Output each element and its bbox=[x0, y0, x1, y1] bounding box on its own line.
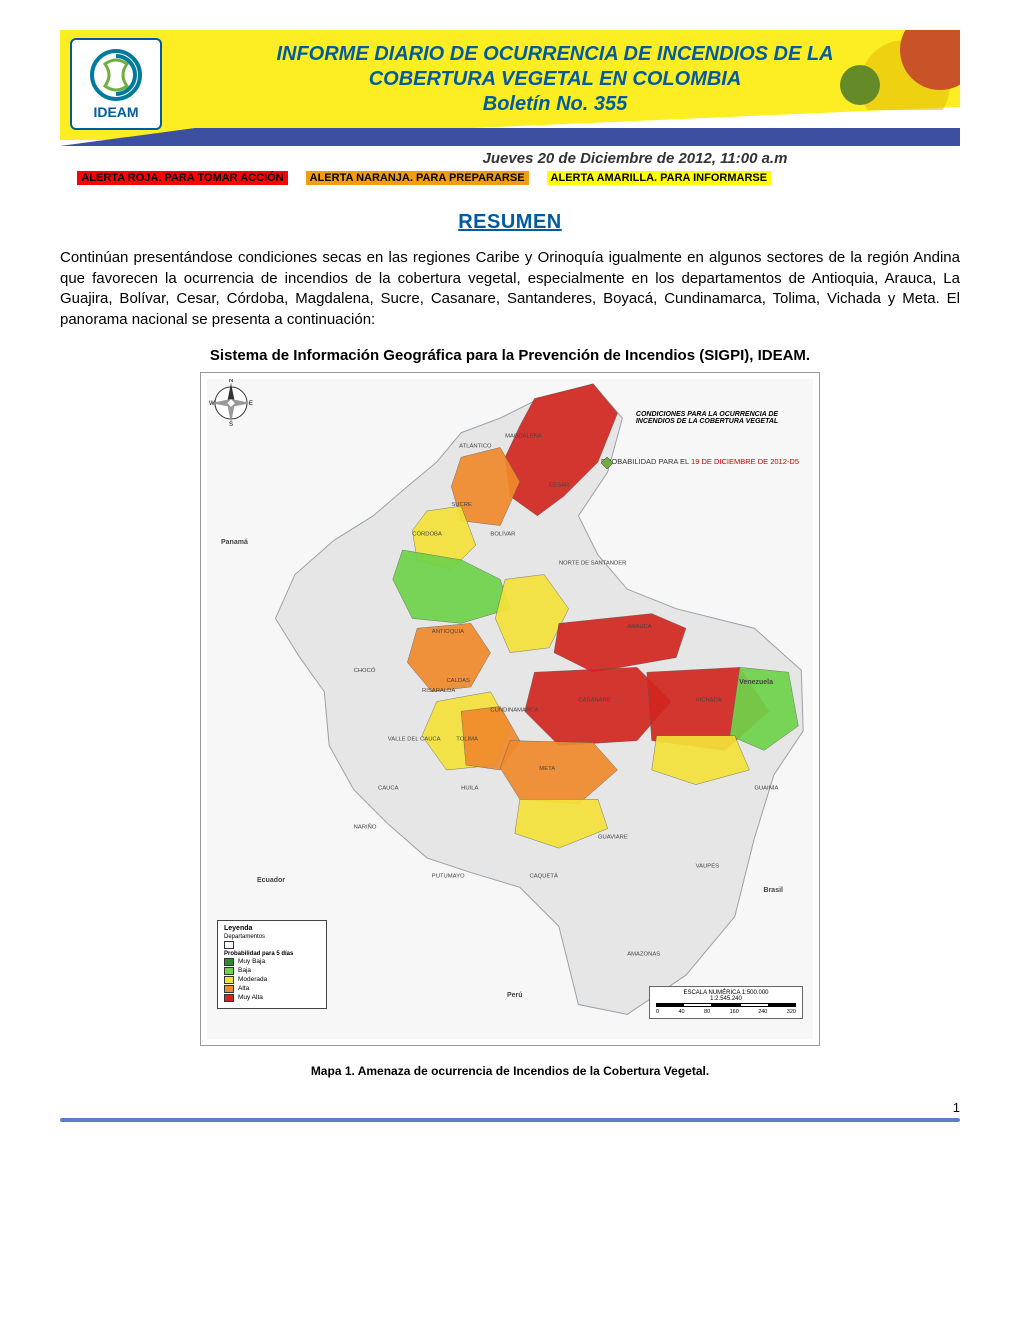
dept-label: RISARALDA bbox=[422, 688, 455, 694]
footer-rule bbox=[60, 1118, 960, 1122]
dept-label: CHOCÓ bbox=[354, 667, 376, 674]
dept-label: CASANARE bbox=[578, 697, 610, 703]
scale-ratio: 1:2.545.240 bbox=[656, 996, 796, 1002]
scale-ticks: 040 80160 240320 bbox=[656, 1009, 796, 1015]
dept-label: AMAZONAS bbox=[627, 951, 660, 957]
dept-label: CAUCA bbox=[378, 785, 399, 791]
legend-class-row: Baja bbox=[224, 967, 320, 975]
risk-region-Guajira-Cesar-Magdalena bbox=[505, 384, 617, 516]
map-legend-header: CONDICIONES PARA LA OCURRENCIA DE INCEND… bbox=[617, 411, 797, 426]
dept-label: CESAR bbox=[549, 482, 569, 488]
map-legend-box: Leyenda Departamentos Probabilidad para … bbox=[217, 920, 327, 1009]
dept-label: CAQUETÁ bbox=[530, 872, 558, 879]
ideam-logo-text: IDEAM bbox=[93, 104, 138, 120]
dept-label: ATLÁNTICO bbox=[459, 442, 492, 449]
neighbor-panama: Panamá bbox=[221, 539, 248, 546]
page-number: 1 bbox=[953, 1100, 960, 1115]
header-banner: IDEAM INFORME DIARIO DE OCURRENCIA DE IN… bbox=[60, 30, 960, 140]
title-line-1: INFORME DIARIO DE OCURRENCIA DE INCENDIO… bbox=[190, 42, 920, 67]
dept-label: TOLIMA bbox=[456, 736, 478, 742]
dept-label: GUAVIARE bbox=[598, 834, 628, 840]
map-scale: ESCALA NUMÉRICA 1:500.000 1:2.545.240 04… bbox=[649, 986, 803, 1019]
scale-bar bbox=[656, 1003, 796, 1007]
report-date: Jueves 20 de Diciembre de 2012, 11:00 a.… bbox=[60, 150, 960, 167]
dept-label: MAGDALENA bbox=[505, 433, 542, 439]
legend-sub-dept: Departamentos bbox=[224, 934, 320, 940]
legend-class-row: Alta bbox=[224, 985, 320, 993]
title-line-3: Boletín No. 355 bbox=[190, 92, 920, 117]
dept-label: CUNDINAMARCA bbox=[490, 707, 538, 713]
legend-sub-prob: Probabilidad para 5 días bbox=[224, 951, 320, 957]
page-footer: 1 bbox=[60, 1118, 960, 1148]
neighbor-venezuela: Venezuela bbox=[739, 679, 773, 686]
section-title-resumen: RESUMEN bbox=[60, 211, 960, 234]
dept-label: NORTE DE SANTANDER bbox=[559, 560, 627, 566]
legend-title: Leyenda bbox=[224, 925, 320, 932]
dept-label: VAUPÉS bbox=[696, 862, 719, 869]
neighbor-peru: Perú bbox=[507, 992, 523, 999]
legend-class-row: Muy Alta bbox=[224, 994, 320, 1002]
summary-paragraph: Continúan presentándose condiciones seca… bbox=[60, 248, 960, 331]
dept-label: CÓRDOBA bbox=[412, 530, 442, 537]
figure-caption: Mapa 1. Amenaza de ocurrencia de Incendi… bbox=[60, 1064, 960, 1078]
dept-label: VALLE DEL CAUCA bbox=[388, 736, 441, 742]
alert-roja: SALERTA ROJA. PARA TOMAR ACCIÓN bbox=[70, 172, 288, 184]
dept-label: HUILA bbox=[461, 785, 478, 791]
colombia-risk-map: N S W E MAGDALENAATLÁNTICOBOLÍVARCÓRDOBA… bbox=[207, 379, 813, 1039]
dept-label: CALDAS bbox=[446, 678, 470, 684]
neighbor-brasil: Brasil bbox=[764, 887, 783, 894]
map-prob-line: PROBABILIDAD PARA EL 19 DE DICIEMBRE DE … bbox=[601, 457, 799, 466]
dept-label: ANTIOQUIA bbox=[432, 629, 464, 635]
dept-label: PUTUMAYO bbox=[432, 873, 465, 879]
banner-stripe bbox=[60, 128, 960, 146]
neighbor-ecuador: Ecuador bbox=[257, 877, 285, 884]
legend-class-row: Muy Baja bbox=[224, 958, 320, 966]
dept-label: GUAINÍA bbox=[754, 784, 778, 791]
alert-legend-row: SALERTA ROJA. PARA TOMAR ACCIÓN ALERTA N… bbox=[60, 171, 960, 185]
dept-label: BOLÍVAR bbox=[490, 530, 515, 537]
dept-label: SUCRE bbox=[451, 502, 472, 508]
report-title: INFORME DIARIO DE OCURRENCIA DE INCENDIO… bbox=[190, 42, 920, 117]
map-figure::J: N S W E MAGDALENAATLÁNTICOBOLÍVARCÓRDOBA… bbox=[200, 372, 820, 1046]
dept-label: ARAUCA bbox=[627, 624, 652, 630]
ideam-logo: IDEAM bbox=[70, 38, 162, 130]
legend-class-row: Moderada bbox=[224, 976, 320, 984]
alert-amarilla: ALERTA AMARILLA. PARA INFORMARSE bbox=[547, 171, 772, 185]
alert-naranja: ALERTA NARANJA. PARA PREPARARSE bbox=[306, 171, 529, 185]
sigpi-caption: Sistema de Información Geográfica para l… bbox=[60, 347, 960, 364]
ideam-logo-icon bbox=[89, 48, 143, 102]
diamond-icon bbox=[601, 457, 613, 469]
title-line-2: COBERTURA VEGETAL EN COLOMBIA bbox=[190, 67, 920, 92]
dept-label: NARIÑO bbox=[354, 823, 377, 830]
dept-label: VICHADA bbox=[696, 697, 722, 703]
dept-label: META bbox=[539, 766, 555, 772]
